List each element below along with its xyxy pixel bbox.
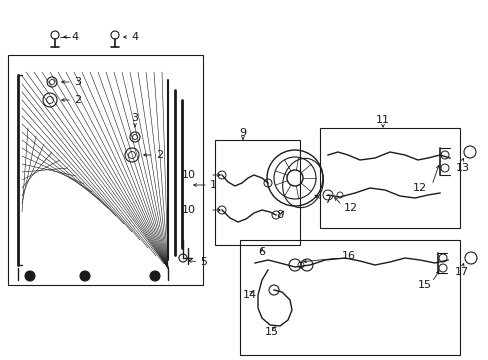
Text: 12: 12: [412, 183, 426, 193]
Text: 10: 10: [182, 170, 196, 180]
Text: 15: 15: [417, 280, 431, 290]
Text: 4: 4: [71, 32, 78, 42]
Text: 5: 5: [200, 257, 206, 267]
Text: 6: 6: [258, 247, 265, 257]
Circle shape: [150, 271, 160, 281]
Text: 9: 9: [239, 128, 246, 138]
Text: 11: 11: [375, 115, 389, 125]
Text: 7: 7: [324, 195, 330, 205]
Text: 14: 14: [243, 290, 257, 300]
Text: 17: 17: [454, 267, 468, 277]
Text: 12: 12: [343, 203, 357, 213]
Text: 2: 2: [156, 150, 163, 160]
Text: 15: 15: [264, 327, 279, 337]
Text: 16: 16: [341, 251, 355, 261]
Text: 2: 2: [74, 95, 81, 105]
Text: 3: 3: [131, 113, 138, 123]
Bar: [215, 140, 299, 245]
Text: 10: 10: [182, 205, 196, 215]
Text: 1: 1: [209, 180, 217, 190]
Text: 13: 13: [455, 163, 469, 173]
Circle shape: [80, 271, 90, 281]
Text: 3: 3: [74, 77, 81, 87]
Text: 8: 8: [276, 210, 283, 220]
Bar: [8, 55, 203, 285]
Circle shape: [25, 271, 35, 281]
Bar: [240, 240, 459, 355]
Text: 4: 4: [131, 32, 138, 42]
Bar: [319, 128, 459, 228]
